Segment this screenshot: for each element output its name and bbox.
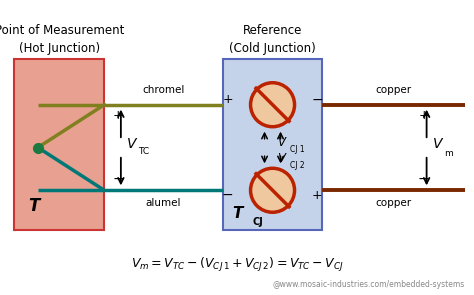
Text: V: V <box>278 152 285 165</box>
Text: T: T <box>28 197 40 215</box>
Text: +: + <box>312 189 323 202</box>
Text: copper: copper <box>375 85 411 95</box>
Text: −: − <box>311 93 323 107</box>
Text: +: + <box>418 109 429 122</box>
Text: (Cold Junction): (Cold Junction) <box>229 42 316 55</box>
Text: −: − <box>112 172 124 186</box>
Text: $V_m = V_{TC} - (V_{CJ\,1} + V_{CJ\,2}) = V_{TC} - V_{CJ}$: $V_m = V_{TC} - (V_{CJ\,1} + V_{CJ\,2}) … <box>131 256 343 275</box>
Text: copper: copper <box>375 198 411 208</box>
Text: CJ: CJ <box>252 217 263 227</box>
Text: T: T <box>232 206 243 221</box>
Text: V: V <box>127 137 137 150</box>
Text: CJ 2: CJ 2 <box>290 161 304 170</box>
Text: chromel: chromel <box>142 85 185 95</box>
Text: +: + <box>112 109 123 122</box>
Text: Reference: Reference <box>243 24 302 37</box>
Text: V: V <box>433 137 442 150</box>
Text: +: + <box>222 93 233 106</box>
Text: −: − <box>418 172 429 186</box>
Text: m: m <box>444 149 453 158</box>
Circle shape <box>251 83 294 127</box>
Text: Point of Measurement: Point of Measurement <box>0 24 124 37</box>
Circle shape <box>251 168 294 212</box>
Bar <box>223 59 322 230</box>
Text: V: V <box>278 136 285 149</box>
Text: TC: TC <box>138 147 149 156</box>
Text: alumel: alumel <box>146 198 181 208</box>
Bar <box>14 59 104 230</box>
Text: CJ 1: CJ 1 <box>290 145 304 154</box>
Text: −: − <box>222 188 234 202</box>
Text: @www.mosaic-industries.com/embedded-systems: @www.mosaic-industries.com/embedded-syst… <box>272 280 465 289</box>
Text: (Hot Junction): (Hot Junction) <box>18 42 100 55</box>
